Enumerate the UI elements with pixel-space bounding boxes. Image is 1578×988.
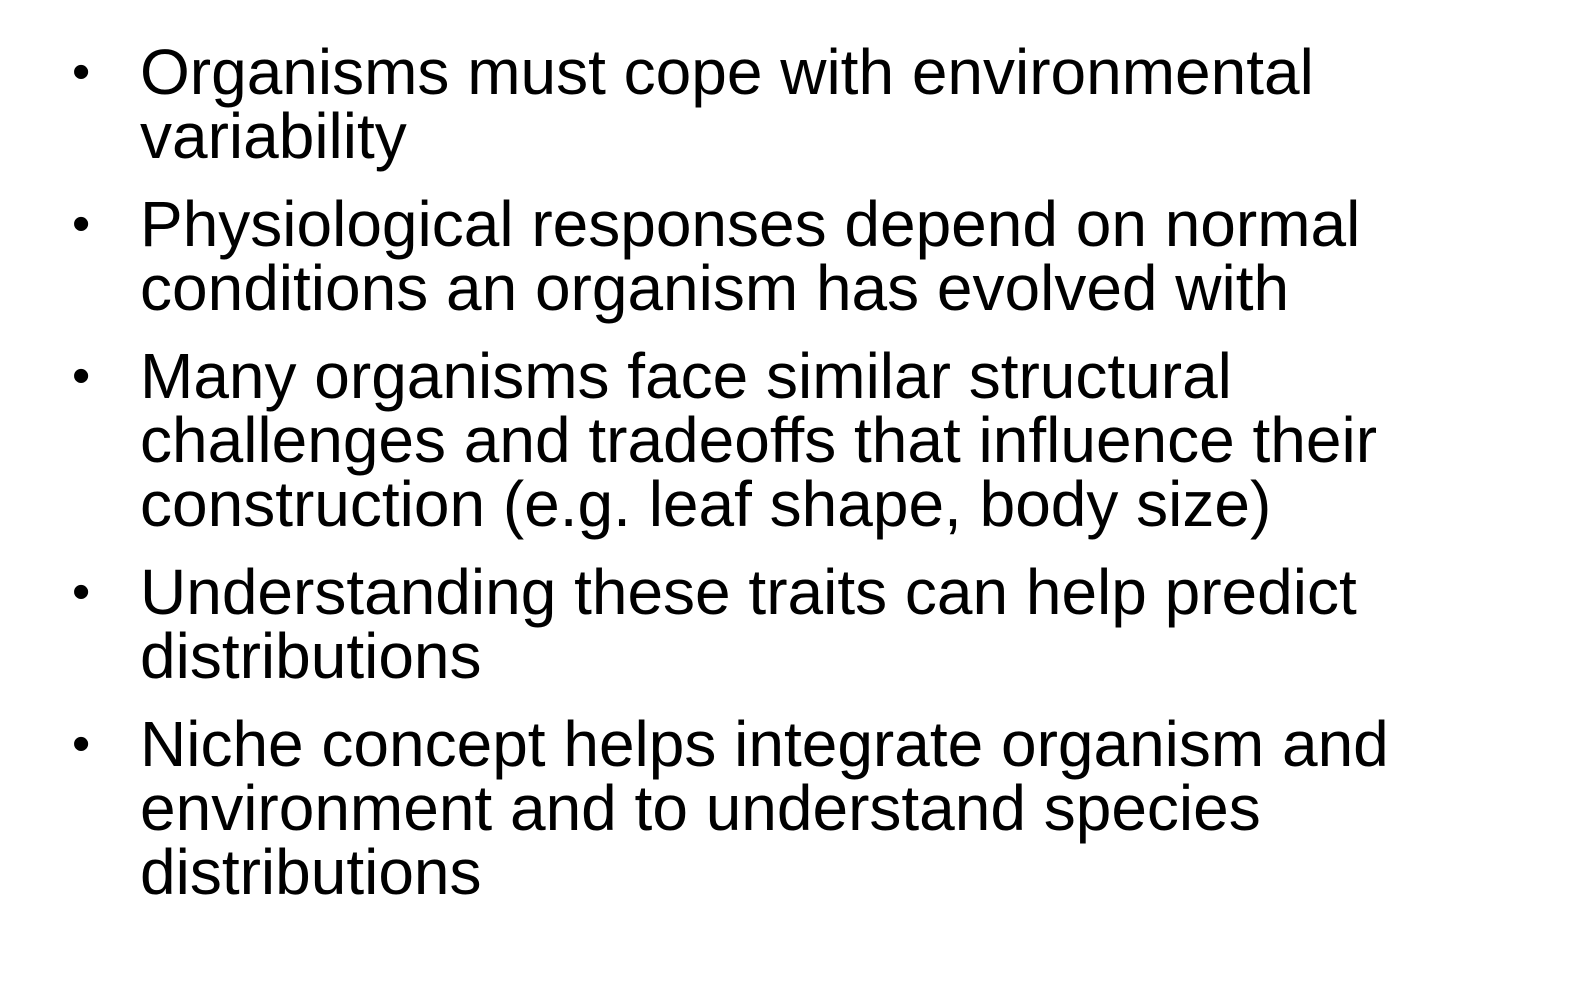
bullet-text-line: challenges and tradeoffs that influence … — [140, 404, 1377, 476]
bullet-text-line: distributions — [140, 836, 482, 908]
bullet-dot: • — [72, 563, 91, 621]
bullet-text-line: Physiological responses depend on normal — [140, 188, 1361, 260]
bullet-list: • Organisms must cope with environmental… — [72, 40, 1542, 928]
bullet-text-line: distributions — [140, 620, 482, 692]
bullet-item: • Understanding these traits can help pr… — [72, 560, 1542, 688]
bullet-text-line: environment and to understand species — [140, 772, 1261, 844]
bullet-item: • Niche concept helps integrate organism… — [72, 712, 1542, 904]
bullet-text-line: Niche concept helps integrate organism a… — [140, 708, 1389, 780]
bullet-dot: • — [72, 715, 91, 773]
bullet-item: • Organisms must cope with environmental… — [72, 40, 1542, 168]
bullet-item: • Many organisms face similar structural… — [72, 344, 1542, 536]
bullet-text-line: construction (e.g. leaf shape, body size… — [140, 468, 1272, 540]
bullet-text-line: Organisms must cope with environmental — [140, 36, 1314, 108]
bullet-text-line: Understanding these traits can help pred… — [140, 556, 1357, 628]
bullet-text-line: Many organisms face similar structural — [140, 340, 1232, 412]
bullet-dot: • — [72, 347, 91, 405]
bullet-dot: • — [72, 43, 91, 101]
bullet-text-line: conditions an organism has evolved with — [140, 252, 1290, 324]
bullet-text-line: variability — [140, 100, 407, 172]
bullet-item: • Physiological responses depend on norm… — [72, 192, 1542, 320]
bullet-dot: • — [72, 195, 91, 253]
